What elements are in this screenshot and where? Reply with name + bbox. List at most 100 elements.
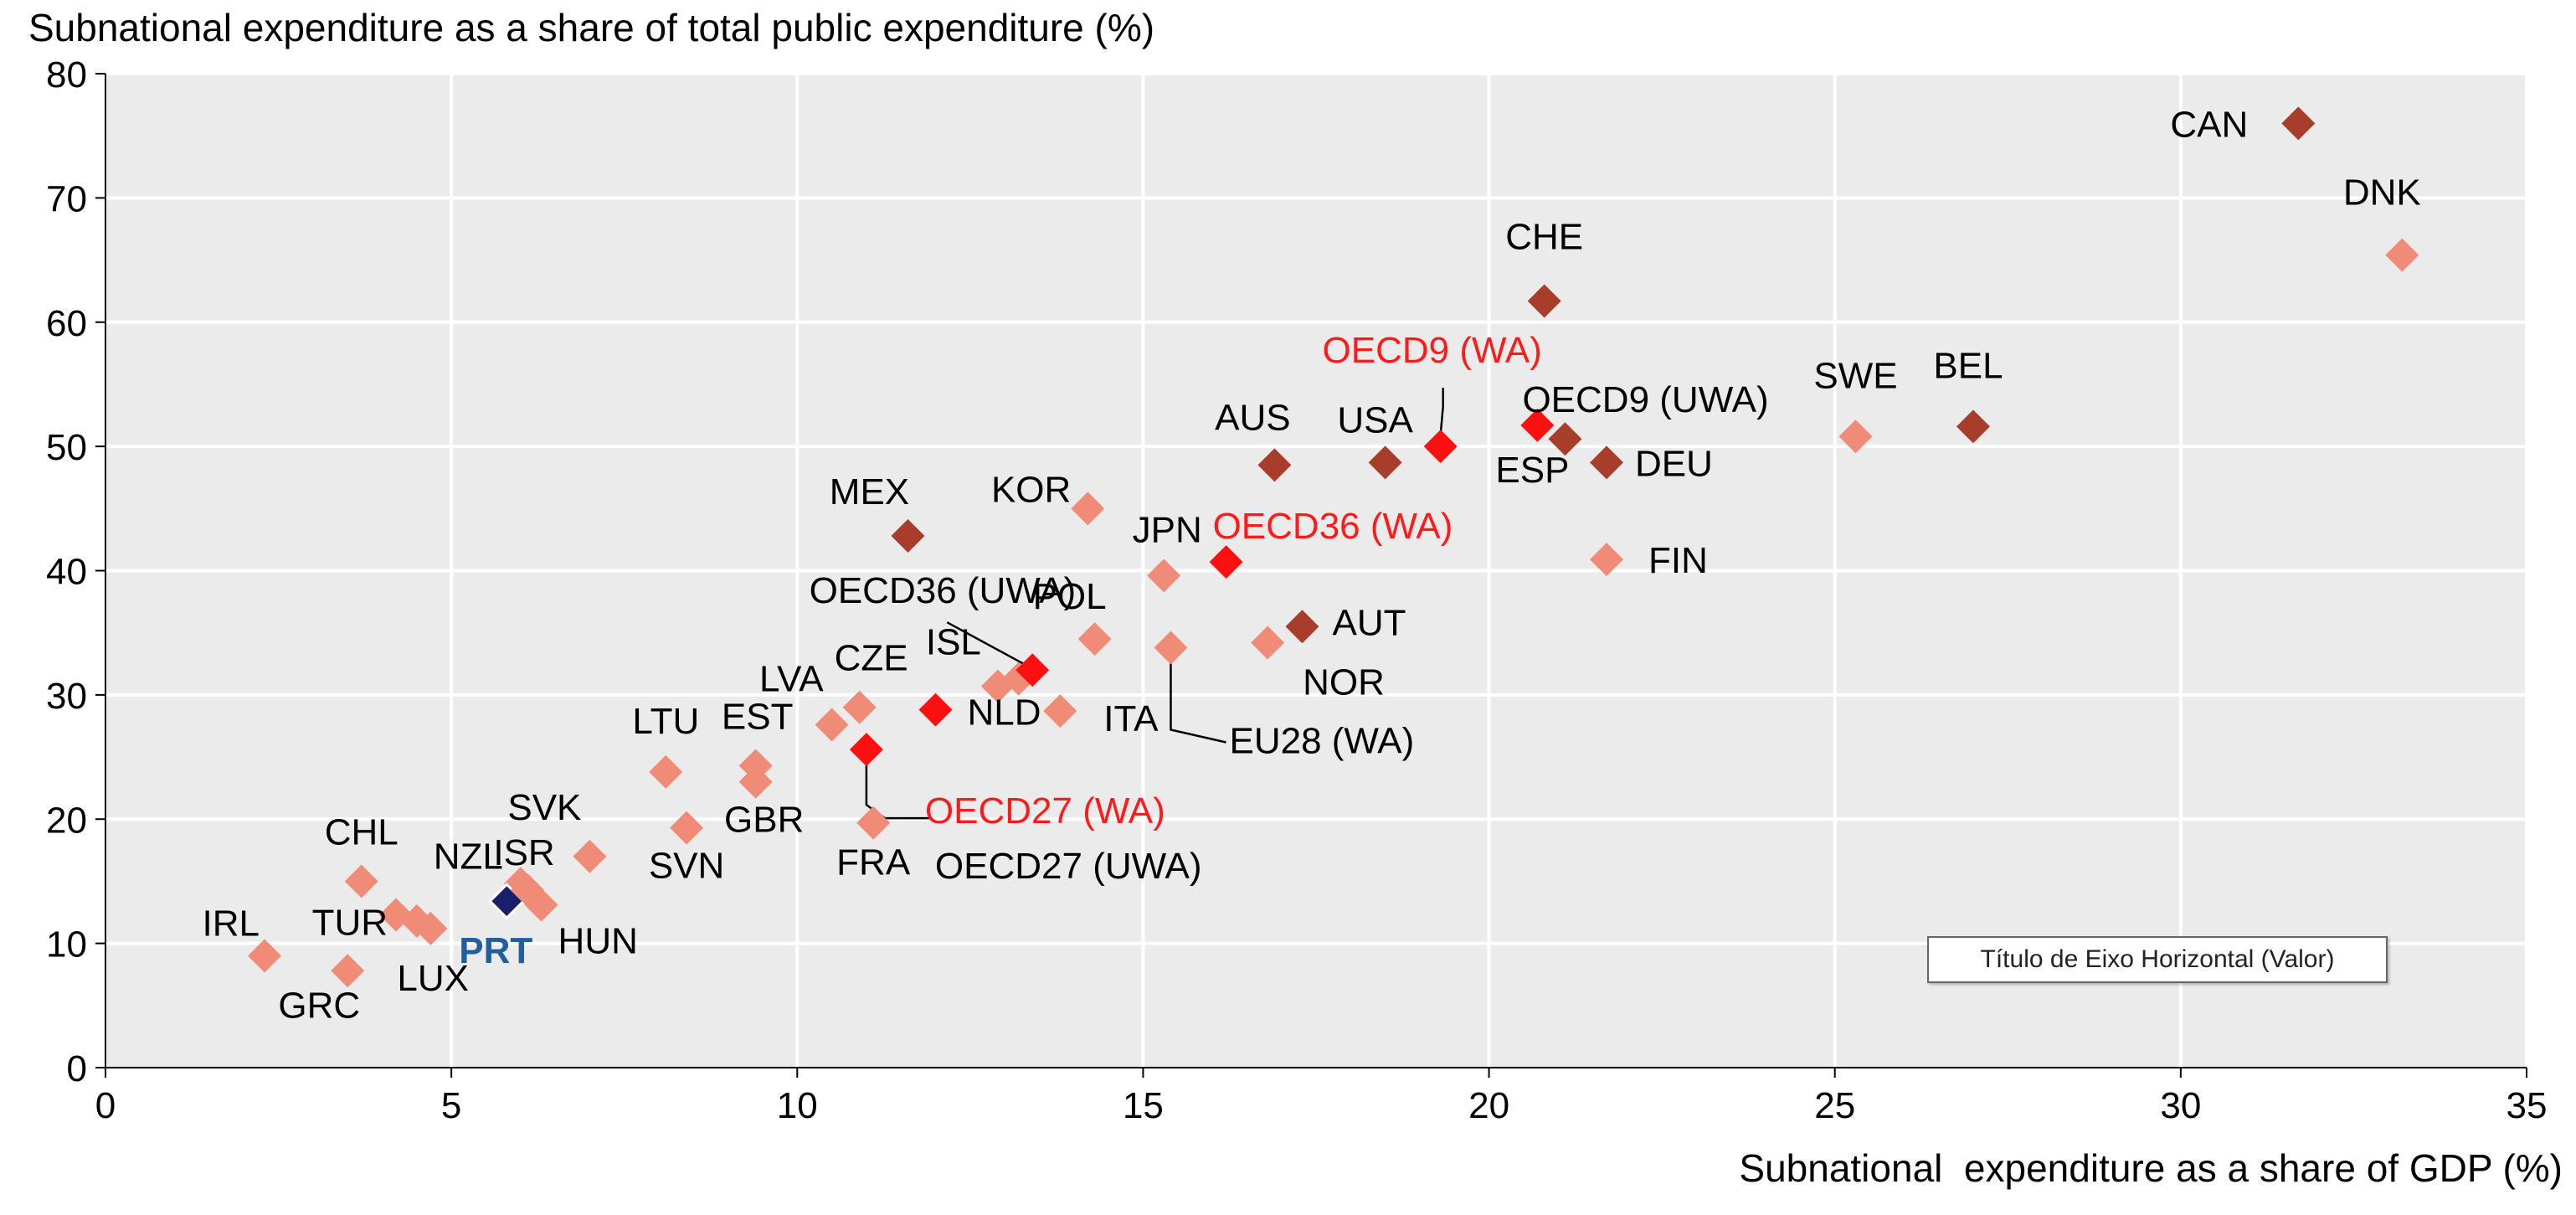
data-label: SVN [649,846,724,887]
y-tick-label: 10 [46,924,87,965]
data-point-ltu [649,754,683,789]
x-tick-label: 25 [1814,1085,1855,1126]
y-tick-label: 70 [46,178,87,219]
data-point-irl [248,939,282,973]
data-label: NZL [434,836,503,877]
data-point-pol [1077,622,1112,656]
x-tick-label: 15 [1123,1085,1164,1126]
data-label: JPN [1133,509,1202,550]
data-point-fin [1590,543,1624,577]
data-label: LVA [759,658,824,699]
data-point-jpn [1147,559,1181,593]
data-point-swe [1838,420,1873,454]
data-label: OECD36 (UWA) [810,570,1077,611]
data-point-grc [331,954,365,988]
data-point-deu [1590,445,1624,480]
data-label: DNK [2343,172,2421,214]
data-point-che [1527,284,1561,318]
leader-line [1439,388,1444,435]
x-axis-title: Subnational expenditure as a share of GD… [1739,1146,2563,1190]
data-label: KOR [991,469,1071,510]
data-point-svn [670,811,704,845]
data-point-dnk [2385,238,2419,272]
data-label: ISR [493,832,554,873]
data-point-bel [1956,409,1990,444]
data-label: ITA [1103,698,1159,739]
data-point-hun [524,888,558,922]
data-label: SWE [1813,355,1897,396]
data-point-nor [1251,626,1285,660]
x-tick-label: 5 [441,1085,461,1126]
axis-title-tooltip: Título de Eixo Horizontal (Valor) [1927,936,2388,983]
data-label: EU28 (WA) [1229,720,1414,761]
data-label: CAN [2170,104,2248,145]
data-label: IRL [203,903,260,944]
data-point-lux [414,911,448,945]
data-label: USA [1337,399,1413,440]
data-label: CZE [835,638,908,679]
x-tick-label: 10 [777,1085,818,1126]
y-tick-label: 20 [46,800,87,841]
y-tick-label: 0 [67,1048,87,1089]
data-label: TUR [312,902,388,943]
leader-line [946,621,1026,667]
x-tick-label: 20 [1468,1085,1509,1126]
data-label: ESP [1495,450,1569,491]
data-point-ita [1043,694,1077,728]
data-point-fra [856,806,891,840]
data-label: OECD36 (WA) [1213,506,1453,547]
data-label: OECD27 (UWA) [935,846,1202,887]
data-point-esp [1520,408,1555,442]
data-label: DEU [1635,443,1713,484]
leader-line [1170,657,1226,744]
data-label: POL [1033,576,1107,617]
data-point-oecd27-wa [849,733,883,767]
data-label: OECD9 (UWA) [1522,379,1768,420]
data-label: CHE [1505,217,1583,258]
data-point-oecd9-uwa [1548,422,1582,456]
data-label: OECD27 (WA) [925,790,1165,831]
data-point-aus [1257,448,1292,482]
y-tick-label: 80 [46,54,87,95]
data-label: NOR [1303,662,1385,703]
y-tick-label: 30 [46,676,87,717]
data-label: PRT [459,930,532,971]
data-point-usa [1368,445,1402,480]
data-label: EST [722,696,794,737]
data-label: AUS [1215,397,1290,438]
data-point-oecd36-uwa [1015,653,1050,687]
data-label: LTU [632,701,699,742]
data-point-oecd36-wa [1209,545,1243,579]
data-point-aut [1285,610,1319,644]
y-axis-title: Subnational expenditure as a share of to… [28,6,1155,49]
data-label: ISL [926,621,981,662]
data-label: LUX [397,958,469,999]
data-point-mex [891,518,925,553]
data-label: MEX [830,471,909,512]
data-label: NLD [968,692,1041,734]
data-label: AUT [1332,602,1406,643]
data-point-gbr [738,765,773,799]
data-point-eu28-wa [1154,631,1188,665]
gridlines [105,72,2528,1068]
data-point-lva [815,708,849,742]
y-tick-label: 40 [46,552,87,593]
x-tick-label: 30 [2160,1085,2201,1126]
tick-labels: 0 10 20 30 40 50 60 70 80 0 5 10 15 20 25 30 35 [46,54,2547,1126]
data-label: BEL [1933,345,2003,386]
data-point-kor [1071,492,1105,526]
data-label: CHL [325,811,398,852]
leader-lines [865,388,1444,820]
y-tick-label: 50 [46,427,87,468]
data-label: HUN [558,921,638,962]
data-label: GRC [278,985,360,1026]
data-point-oecd9-wa [1423,430,1458,464]
data-point-svk [573,839,607,873]
data-point-can [2281,106,2316,141]
data-label: GBR [724,800,804,841]
data-label: OECD9 (WA) [1323,330,1542,371]
data-point-cze [842,690,877,724]
data-point-nld [918,692,953,727]
